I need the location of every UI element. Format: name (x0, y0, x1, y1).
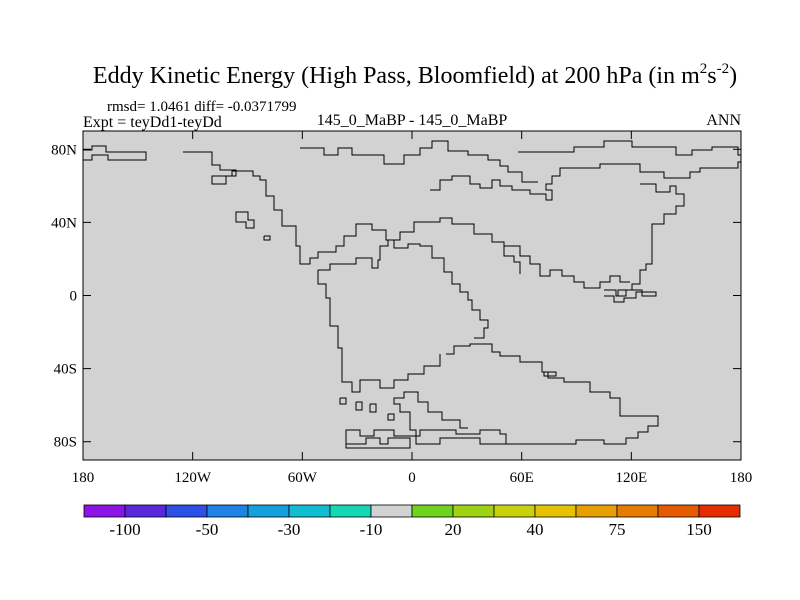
colorbar-swatch (329, 504, 372, 518)
coastline-siberia (430, 161, 741, 201)
season-label: ANN (706, 112, 741, 129)
case-label: 145_0_MaBP - 145_0_MaBP (317, 112, 508, 129)
stats-label: rmsd= 1.0461 diff= -0.0371799 (107, 99, 297, 115)
colorbar-swatch (575, 504, 618, 518)
colorbar-swatch (206, 504, 249, 518)
map-field (83, 131, 741, 460)
x-tick-label: 180 (730, 470, 753, 486)
colorbar-swatch (534, 504, 577, 518)
coastline-antarctic-islands-2 (369, 403, 377, 413)
title-unit-base-sup: 2 (700, 61, 708, 77)
colorbar-swatch (247, 504, 290, 518)
y-tick-label: 40S (54, 362, 77, 378)
y-axis: 80N 40N 0 40S 80S (51, 142, 741, 451)
colorbar-label: 150 (686, 520, 712, 539)
title-unit-s: s (707, 63, 716, 89)
coastline-southeast-asia (604, 289, 657, 303)
x-axis: 180 120W 60W 0 60E 120E 180 (72, 131, 753, 486)
coastline-antarctica (345, 391, 507, 445)
colorbar-label: 20 (445, 520, 462, 539)
x-tick-label: 60W (288, 470, 318, 486)
y-tick-label: 40N (51, 215, 77, 231)
coastline-caribbean (263, 235, 271, 241)
colorbar-swatch (165, 504, 208, 518)
colorbar-label: -100 (109, 520, 140, 539)
colorbar-swatch (83, 504, 126, 518)
colorbar-swatch (616, 504, 659, 518)
coastline-antarctic-islands-3 (387, 413, 395, 421)
colorbar: -100 -50 -30 -10 20 40 75 150 (83, 504, 741, 539)
colorbar-label: -50 (196, 520, 219, 539)
colorbar-label: -30 (278, 520, 301, 539)
coastline-alaska (83, 145, 147, 161)
x-tick-label: 0 (408, 470, 416, 486)
coastline-south-america (318, 239, 489, 339)
coastlines (83, 140, 741, 449)
colorbar-label: -10 (360, 520, 383, 539)
title-close: ) (729, 63, 737, 89)
x-tick-label: 180 (72, 470, 95, 486)
coastline-small-island (543, 371, 557, 377)
colorbar-swatch (288, 504, 331, 518)
colorbar-label: 40 (527, 520, 544, 539)
title-main: Eddy Kinetic Energy (High Pass, Bloomfie… (93, 63, 700, 89)
colorbar-swatch (452, 504, 495, 518)
y-tick-label: 80N (51, 142, 77, 158)
colorbar-swatch (411, 504, 454, 518)
coastline-greenland (300, 140, 538, 183)
coastline-east-asia (617, 183, 685, 296)
chart-title: Eddy Kinetic Energy (High Pass, Bloomfie… (93, 61, 737, 89)
experiment-label: Expt = teyDd1-teyDd (83, 114, 222, 131)
colorbar-swatch (370, 504, 413, 518)
coastline-south-america-west (317, 270, 441, 393)
colorbar-swatch (124, 504, 167, 518)
coastline-arabia-india (504, 245, 630, 289)
colorbar-swatch (698, 504, 741, 518)
y-tick-label: 0 (70, 289, 78, 305)
coastline-antarctic-islands-4 (339, 397, 347, 405)
coastline-north-america (183, 151, 521, 274)
coastline-africa-south (446, 343, 659, 445)
x-tick-label: 120E (615, 470, 647, 486)
title-unit-s-sup: -2 (717, 61, 730, 77)
colorbar-swatch (657, 504, 700, 518)
x-tick-label: 60E (510, 470, 534, 486)
coastline-eurasia-north (518, 140, 741, 156)
coastline-peninsula (345, 437, 411, 449)
y-tick-label: 80S (54, 435, 77, 451)
colorbar-label: 75 (609, 520, 626, 539)
colorbar-swatch (493, 504, 536, 518)
coastline-antarctic-islands (355, 401, 363, 411)
coastline-mexico (235, 211, 255, 229)
x-tick-label: 120W (174, 470, 212, 486)
